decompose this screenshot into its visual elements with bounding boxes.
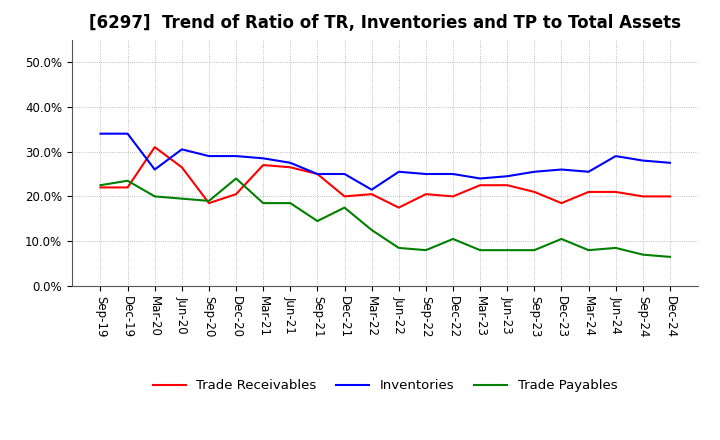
Trade Receivables bbox=[341, 194, 349, 199]
Trade Payables bbox=[557, 236, 566, 242]
Inventories bbox=[367, 187, 376, 192]
Trade Receivables bbox=[259, 162, 268, 168]
Title: [6297]  Trend of Ratio of TR, Inventories and TP to Total Assets: [6297] Trend of Ratio of TR, Inventories… bbox=[89, 15, 681, 33]
Trade Receivables bbox=[96, 185, 105, 190]
Trade Payables bbox=[639, 252, 647, 257]
Legend: Trade Receivables, Inventories, Trade Payables: Trade Receivables, Inventories, Trade Pa… bbox=[148, 374, 623, 398]
Trade Payables bbox=[259, 201, 268, 206]
Inventories bbox=[639, 158, 647, 163]
Trade Receivables bbox=[395, 205, 403, 210]
Line: Trade Receivables: Trade Receivables bbox=[101, 147, 670, 208]
Inventories bbox=[584, 169, 593, 174]
Trade Receivables bbox=[421, 191, 430, 197]
Trade Receivables bbox=[503, 183, 511, 188]
Trade Payables bbox=[476, 248, 485, 253]
Trade Receivables bbox=[449, 194, 457, 199]
Inventories bbox=[341, 171, 349, 176]
Trade Payables bbox=[313, 218, 322, 224]
Line: Inventories: Inventories bbox=[101, 134, 670, 190]
Inventories bbox=[286, 160, 294, 165]
Inventories bbox=[232, 154, 240, 159]
Trade Payables bbox=[584, 248, 593, 253]
Inventories bbox=[204, 154, 213, 159]
Trade Payables bbox=[449, 236, 457, 242]
Trade Payables bbox=[150, 194, 159, 199]
Trade Receivables bbox=[313, 171, 322, 176]
Trade Receivables bbox=[639, 194, 647, 199]
Inventories bbox=[313, 171, 322, 176]
Trade Payables bbox=[204, 198, 213, 204]
Line: Trade Payables: Trade Payables bbox=[101, 179, 670, 257]
Inventories bbox=[557, 167, 566, 172]
Trade Receivables bbox=[611, 189, 620, 194]
Trade Payables bbox=[611, 245, 620, 250]
Trade Payables bbox=[123, 178, 132, 183]
Inventories bbox=[611, 154, 620, 159]
Inventories bbox=[665, 160, 674, 165]
Inventories bbox=[96, 131, 105, 136]
Trade Receivables bbox=[367, 191, 376, 197]
Trade Payables bbox=[395, 245, 403, 250]
Inventories bbox=[476, 176, 485, 181]
Trade Receivables bbox=[150, 144, 159, 150]
Trade Receivables bbox=[530, 189, 539, 194]
Trade Payables bbox=[421, 248, 430, 253]
Trade Receivables bbox=[557, 201, 566, 206]
Trade Payables bbox=[665, 254, 674, 260]
Inventories bbox=[259, 156, 268, 161]
Trade Payables bbox=[286, 201, 294, 206]
Trade Receivables bbox=[476, 183, 485, 188]
Trade Payables bbox=[96, 183, 105, 188]
Inventories bbox=[421, 171, 430, 176]
Trade Payables bbox=[341, 205, 349, 210]
Trade Payables bbox=[178, 196, 186, 201]
Trade Payables bbox=[232, 176, 240, 181]
Trade Receivables bbox=[665, 194, 674, 199]
Inventories bbox=[178, 147, 186, 152]
Trade Receivables bbox=[204, 201, 213, 206]
Inventories bbox=[150, 167, 159, 172]
Trade Receivables bbox=[584, 189, 593, 194]
Trade Receivables bbox=[178, 165, 186, 170]
Trade Receivables bbox=[232, 191, 240, 197]
Trade Payables bbox=[503, 248, 511, 253]
Inventories bbox=[449, 171, 457, 176]
Inventories bbox=[530, 169, 539, 174]
Trade Receivables bbox=[286, 165, 294, 170]
Inventories bbox=[503, 174, 511, 179]
Trade Receivables bbox=[123, 185, 132, 190]
Trade Payables bbox=[367, 227, 376, 233]
Inventories bbox=[395, 169, 403, 174]
Inventories bbox=[123, 131, 132, 136]
Trade Payables bbox=[530, 248, 539, 253]
